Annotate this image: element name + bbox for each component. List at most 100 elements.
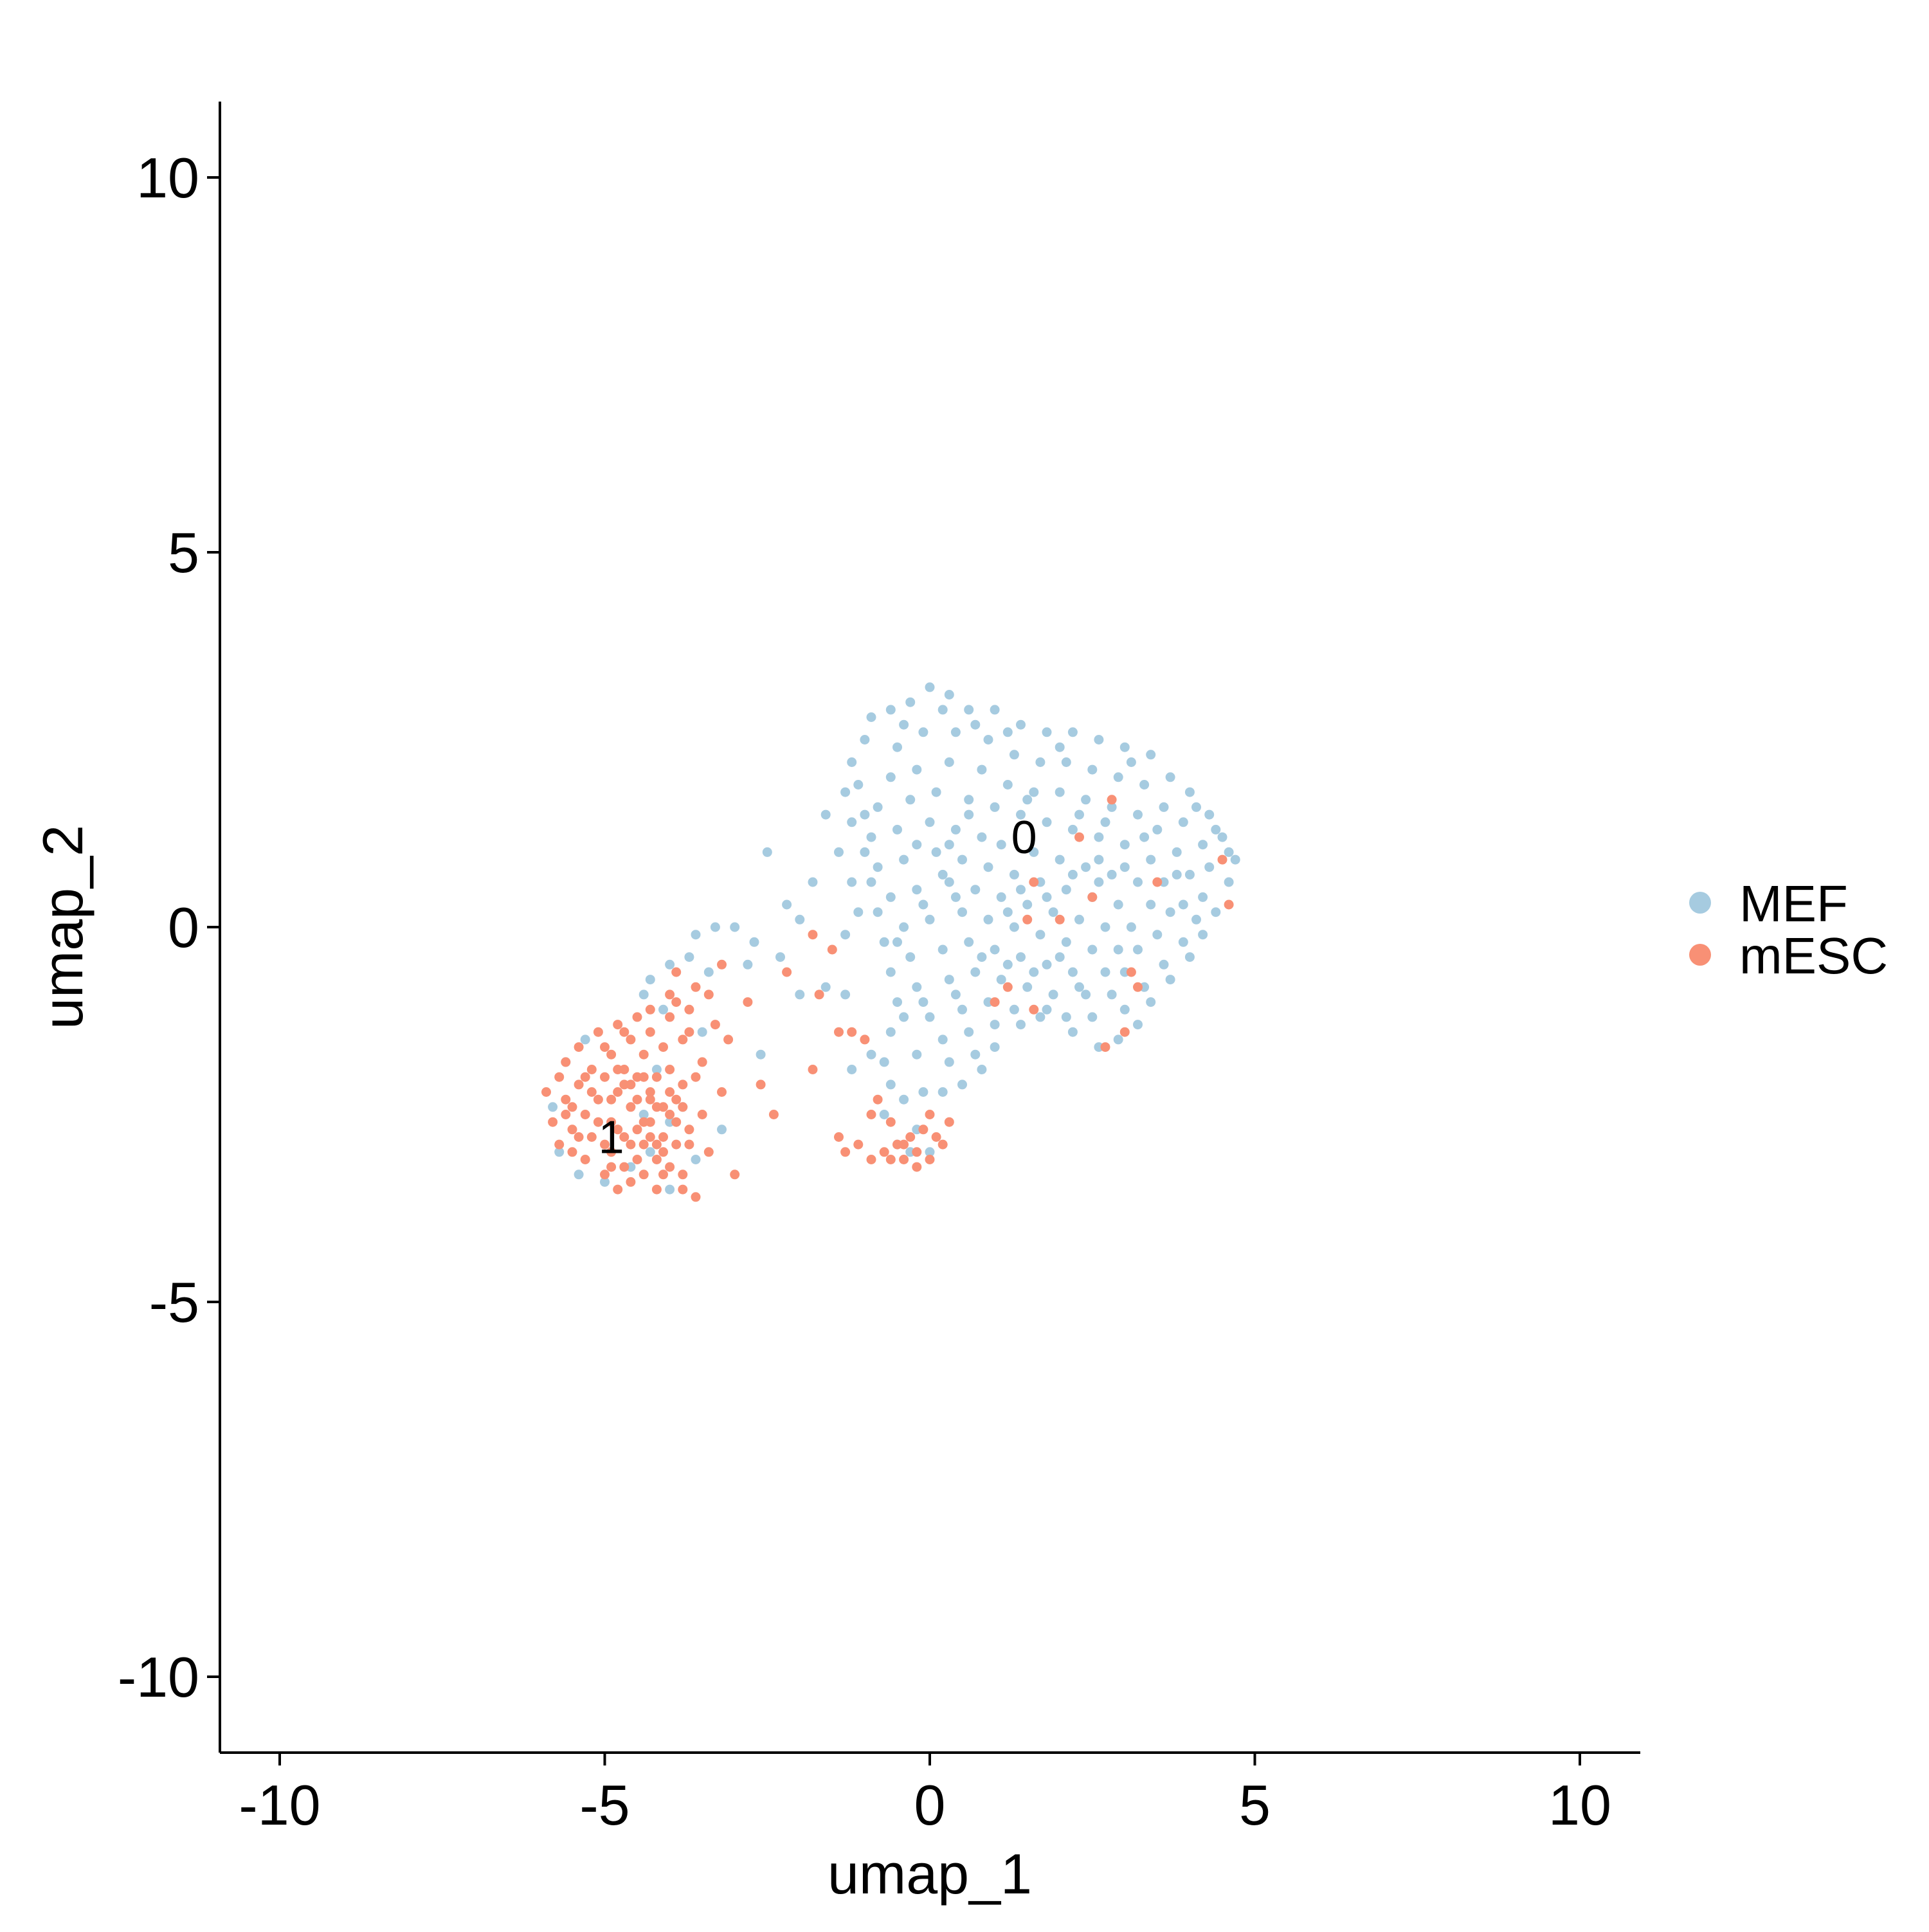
point-mef-50 [918, 727, 928, 737]
point-mef-20 [1198, 930, 1208, 940]
point-mef-229 [638, 989, 649, 1000]
point-mef-36 [885, 1079, 896, 1090]
point-mef-126 [899, 922, 909, 932]
point-mesc-136 [1002, 982, 1013, 992]
point-mesc-33 [638, 1139, 649, 1150]
point-mef-234 [866, 1049, 876, 1060]
point-mesc-99 [658, 1169, 668, 1180]
point-mesc-89 [638, 1117, 649, 1127]
point-mef-81 [964, 795, 974, 805]
point-mef-102 [1152, 930, 1163, 940]
point-mef-139 [990, 944, 1000, 955]
x-ticks-layer: -10 -5 0 5 10 [239, 1753, 1611, 1837]
point-mef-224 [840, 989, 851, 1000]
point-mef-197 [1042, 892, 1052, 902]
point-mef-90 [1165, 907, 1175, 917]
point-mef-209 [847, 877, 857, 887]
point-mef-162 [912, 1049, 922, 1060]
point-mef-57 [1113, 772, 1123, 782]
point-mesc-11 [580, 1155, 590, 1164]
point-mef-156 [1035, 1012, 1046, 1022]
point-mesc-110 [860, 1034, 870, 1045]
point-mesc-44 [658, 1132, 668, 1142]
point-mef-157 [937, 1034, 948, 1045]
point-mef-45 [847, 817, 857, 827]
legend-label-mef: MEF [1739, 875, 1848, 932]
point-mef-140 [1016, 952, 1026, 962]
point-mef-62 [1204, 862, 1215, 872]
point-mef-135 [1107, 989, 1117, 1000]
point-mesc-13 [586, 1132, 597, 1142]
point-mesc-60 [697, 1057, 707, 1067]
point-mesc-115 [905, 1132, 916, 1142]
point-mef-213 [795, 914, 805, 925]
point-mesc-114 [899, 1155, 909, 1164]
point-mef-56 [1087, 764, 1098, 775]
point-mef-55 [1061, 757, 1071, 767]
point-mef-225 [703, 967, 714, 977]
point-mesc-119 [931, 1132, 941, 1142]
point-mesc-38 [645, 1027, 655, 1037]
point-mef-61 [1198, 840, 1208, 850]
point-mesc-98 [632, 1155, 642, 1164]
point-mef-210 [853, 907, 864, 917]
point-mef-172 [1224, 847, 1234, 857]
point-mef-186 [918, 997, 928, 1007]
point-mesc-101 [600, 1042, 610, 1052]
point-mesc-34 [638, 1169, 649, 1180]
point-mef-17 [1230, 854, 1240, 865]
point-mesc-73 [600, 1139, 610, 1150]
point-mef-67 [977, 764, 987, 775]
point-mef-164 [937, 705, 948, 715]
point-mef-118 [970, 885, 981, 895]
series-mesc [541, 795, 1234, 1202]
point-mef-198 [1067, 869, 1078, 880]
point-mef-201 [964, 809, 974, 820]
point-mef-230 [658, 1004, 668, 1015]
point-mef-117 [944, 877, 954, 887]
point-mesc-137 [1029, 877, 1039, 887]
y-axis-label: umap_2 [31, 825, 95, 1029]
point-mef-47 [847, 757, 857, 767]
point-mesc-69 [756, 1079, 766, 1090]
point-mef-219 [691, 930, 701, 940]
point-mef-177 [1016, 885, 1026, 895]
point-mef-153 [957, 1004, 967, 1015]
point-mef-136 [905, 952, 916, 962]
point-mef-34 [918, 1087, 928, 1097]
point-mesc-71 [580, 1072, 590, 1082]
point-mef-212 [808, 877, 818, 887]
point-mef-123 [1100, 922, 1110, 932]
point-mef-235 [879, 1110, 889, 1119]
point-mef-46 [840, 787, 851, 797]
point-mesc-46 [665, 1162, 675, 1172]
point-mef-5 [964, 705, 974, 715]
point-mef-252 [638, 1110, 649, 1119]
point-mef-80 [931, 787, 941, 797]
point-mef-35 [899, 1094, 909, 1105]
point-mesc-15 [593, 1094, 603, 1105]
point-mesc-29 [626, 1177, 636, 1187]
point-mef-4 [944, 690, 954, 700]
point-mef-132 [1061, 937, 1071, 947]
point-mef-208 [834, 847, 844, 857]
point-mef-27 [1067, 1027, 1078, 1037]
point-mef-200 [1119, 862, 1130, 872]
point-mef-21 [1184, 952, 1195, 962]
point-mef-78 [873, 802, 883, 812]
point-mef-113 [1126, 922, 1136, 932]
point-mef-207 [820, 809, 831, 820]
point-mef-71 [1081, 795, 1091, 805]
point-mesc-22 [613, 1087, 623, 1097]
point-mef-53 [1009, 750, 1019, 760]
point-mesc-47 [665, 1012, 675, 1022]
point-mef-174 [860, 809, 870, 820]
point-mesc-138 [1022, 914, 1033, 925]
point-mef-182 [1178, 937, 1188, 947]
point-mesc-56 [684, 1004, 694, 1015]
point-mesc-139 [990, 997, 1000, 1007]
point-mef-32 [957, 1079, 967, 1090]
point-mef-246 [574, 1169, 584, 1180]
